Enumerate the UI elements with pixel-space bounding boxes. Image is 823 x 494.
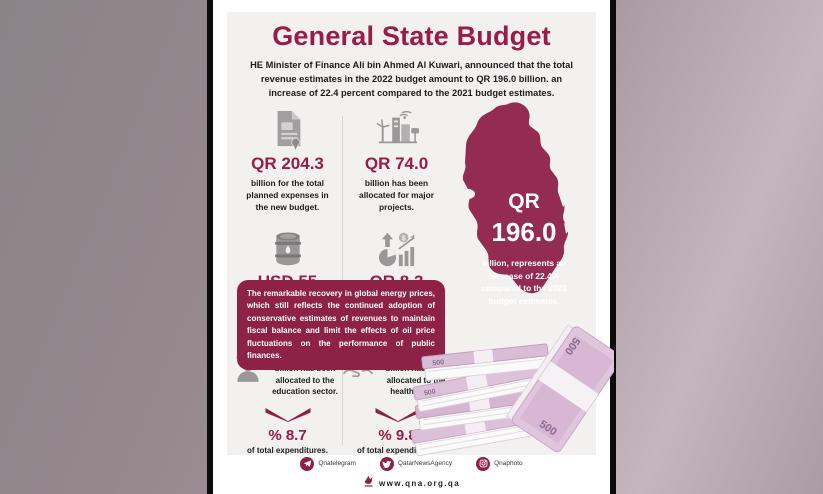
alloc-percent: % 8.7: [268, 426, 307, 444]
social-telegram[interactable]: Qnatelegram: [300, 456, 356, 471]
infographic-page: General State Budget HE Minister of Fina…: [207, 0, 622, 494]
qatar-map-shape: [455, 102, 571, 294]
telegram-icon: [300, 456, 315, 471]
footer: Qnatelegram QatarNewsAgency: [213, 455, 610, 494]
social-row: Qnatelegram QatarNewsAgency: [300, 456, 523, 471]
stat-desc: billion for the total planned expenses i…: [246, 178, 329, 213]
stats-divider: [342, 116, 343, 315]
infrastructure-icon: [342, 108, 451, 150]
chevron-down-icon: [264, 407, 312, 422]
alloc-percent-desc: of total expenditures.: [247, 445, 328, 455]
svg-text:$: $: [401, 233, 406, 242]
infographic-panel: General State Budget HE Minister of Fina…: [227, 12, 622, 457]
stat-desc: billion has been allocated for major pro…: [359, 178, 434, 213]
qatar-map: QR 196.0 billion, represents an increase…: [430, 98, 606, 352]
twitter-icon: [379, 456, 394, 471]
stat-expenses: QR 204.3 billion for the total planned e…: [233, 108, 342, 214]
alloc-percent-desc: of total expenditures.: [357, 445, 438, 455]
document-seal-icon: [233, 108, 342, 150]
social-instagram[interactable]: Qnaphoto: [476, 456, 523, 471]
website-row: www.qna.org.qa: [363, 474, 460, 493]
allocations-divider: [342, 348, 343, 445]
subtitle-text: HE Minister of Finance Ali bin Ahmed Al …: [250, 60, 573, 98]
svg-text:500: 500: [424, 388, 437, 397]
map-text-block: QR 196.0 billion, represents an increase…: [464, 190, 584, 307]
social-label: Qnaphoto: [494, 460, 523, 467]
instagram-icon: [476, 456, 491, 471]
banknote-stacks-image: 500 500 500: [409, 317, 622, 469]
website-link[interactable]: www.qna.org.qa: [378, 478, 461, 488]
map-value: 196.0: [491, 217, 557, 247]
alloc-percent: % 9.8: [378, 426, 417, 444]
stat-value: QR 74.0: [364, 154, 429, 173]
oil-barrel-icon: [233, 226, 342, 268]
map-currency: QR: [508, 190, 540, 213]
social-twitter[interactable]: QatarNewsAgency: [379, 456, 453, 471]
social-label: Qnatelegram: [318, 460, 356, 467]
social-label: QatarNewsAgency: [397, 460, 453, 467]
chevron-down-icon: [374, 407, 422, 422]
stat-projects: QR 74.0 billion has been allocated for m…: [342, 108, 451, 214]
stat-value: QR 204.3: [251, 154, 324, 173]
svg-text:500: 500: [432, 359, 444, 367]
page-title: General State Budget: [272, 21, 551, 51]
map-desc: billion, represents an increase of 22.4%…: [480, 258, 568, 306]
qna-logo-icon: [363, 474, 374, 493]
banknotes-icon: 500 500 500: [410, 324, 622, 457]
energy-note-box: The remarkable recovery in global energy…: [237, 280, 445, 371]
deficit-chart-icon: $: [342, 226, 451, 268]
